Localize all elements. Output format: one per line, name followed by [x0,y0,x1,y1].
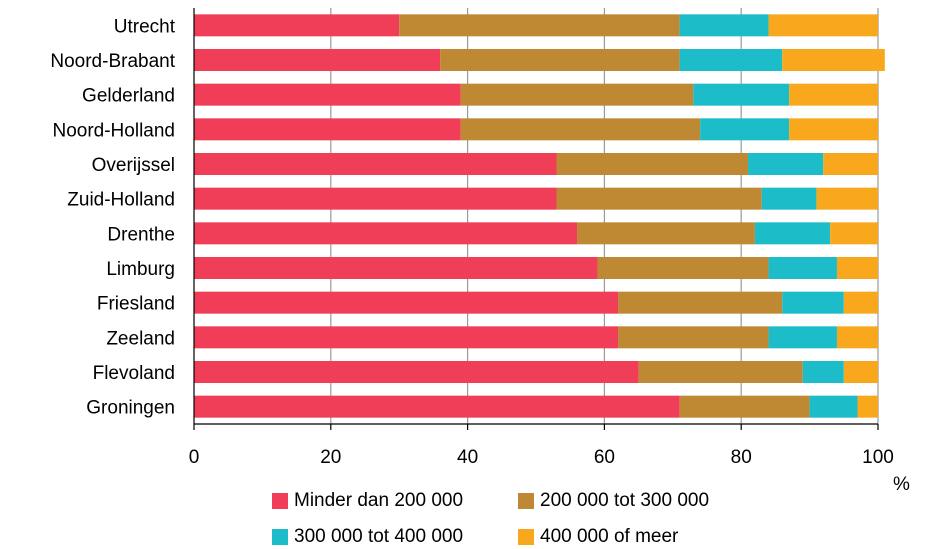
category-label-1: Noord-Brabant [50,51,175,72]
bar-8-2 [782,291,844,314]
bar-2-1 [460,83,694,106]
legend-label-3: 400 000 of meer [540,526,679,547]
bar-10-0 [194,361,639,383]
category-label-0: Utrecht [114,16,176,37]
bar-8-3 [843,291,878,314]
category-label-9: Zeeland [106,328,175,349]
legend-item-3: 400 000 of meer [518,526,678,548]
bar-1-2 [679,49,783,71]
bar-4-2 [748,153,824,175]
legend-label-1: 200 000 tot 300 000 [540,490,710,511]
bar-1-1 [440,49,680,71]
bar-3-0 [194,118,461,141]
legend-label-0: Minder dan 200 000 [294,490,464,511]
bar-3-2 [700,118,790,141]
bar-11-0 [194,395,680,418]
bar-4-3 [823,153,878,175]
category-label-6: Drenthe [107,224,175,245]
bar-6-0 [194,222,578,245]
bar-0-1 [399,14,680,37]
bar-2-2 [693,83,790,106]
category-label-2: Gelderland [82,86,175,107]
bar-11-3 [857,395,878,418]
bar-7-0 [194,257,598,279]
bar-5-2 [761,187,817,210]
x-tick-label-5: 100 [862,447,894,468]
x-tick-label-1: 20 [320,447,341,468]
bar-5-1 [556,187,762,210]
category-label-8: Friesland [97,294,175,315]
bar-1-0 [194,49,441,71]
bar-6-3 [830,222,878,245]
category-label-4: Overijssel [92,155,175,176]
bar-4-1 [556,153,749,175]
legend-swatch-2 [272,529,288,545]
bar-2-3 [789,83,878,106]
bar-7-2 [768,257,837,279]
category-labels: Utrecht Noord-Brabant Gelderland Noord-Holl… [50,16,175,418]
legend-item-0: Minder dan 200 000 [272,490,463,512]
x-tick-label-2: 40 [457,447,478,468]
x-tick-label-4: 80 [731,447,752,468]
bar-0-2 [679,14,769,37]
bar-6-1 [577,222,755,245]
legend-swatch-0 [272,493,288,509]
bar-5-0 [194,187,557,210]
x-tick-label-3: 60 [594,447,615,468]
bar-0-3 [768,14,878,37]
bar-9-2 [768,326,837,349]
bars [194,14,885,418]
bar-8-0 [194,291,619,314]
bar-3-3 [789,118,878,141]
bar-4-0 [194,153,557,175]
legend-label-2: 300 000 tot 400 000 [294,526,464,547]
bar-10-3 [843,361,878,383]
category-label-7: Limburg [106,259,175,280]
category-label-10: Flevoland [93,363,175,384]
gridlines [330,8,879,424]
x-tick-labels: 0 20 40 60 80 100 [189,447,894,468]
bar-0-0 [194,14,400,37]
bar-3-1 [460,118,701,141]
bar-11-2 [809,395,858,418]
bar-2-0 [194,83,461,106]
legend-item-2: 300 000 tot 400 000 [272,526,463,548]
x-axis-label: % [893,474,910,495]
bar-9-1 [618,326,769,349]
bar-10-2 [802,361,844,383]
bar-9-0 [194,326,619,349]
bar-7-3 [836,257,878,279]
legend-swatch-1 [518,493,534,509]
category-label-11: Groningen [86,398,175,419]
category-label-3: Noord-Holland [52,120,175,141]
x-ticks [193,424,879,430]
x-tick-label-0: 0 [189,447,200,468]
bar-11-1 [679,395,810,418]
bar-6-2 [754,222,831,245]
bar-8-1 [618,291,783,314]
bar-1-3 [782,49,885,71]
legend-swatch-3 [518,529,534,545]
bar-5-3 [816,187,878,210]
category-label-5: Zuid-Holland [67,190,175,211]
legend-item-1: 200 000 tot 300 000 [518,490,709,512]
bar-7-1 [597,257,769,279]
bar-10-1 [638,361,803,383]
bar-9-3 [836,326,878,349]
